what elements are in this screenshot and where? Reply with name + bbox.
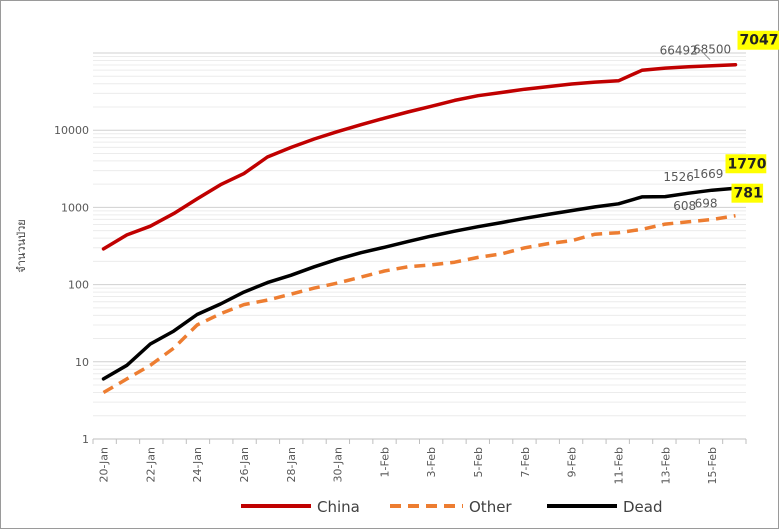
x-tick-label: 11-Feb xyxy=(612,447,625,484)
data-label-dead-1526: 1526 xyxy=(663,170,694,184)
legend: China Other Dead xyxy=(241,498,663,516)
x-tick-label: 3-Feb xyxy=(425,447,438,477)
y-tick-label: 1 xyxy=(82,433,89,446)
data-label-dead-1669: 1669 xyxy=(693,167,724,181)
legend-label-china: China xyxy=(317,498,360,516)
data-label-dead-1770: 1770 xyxy=(728,156,767,172)
y-tick-label: 100 xyxy=(68,279,89,292)
x-tick-label: 1-Feb xyxy=(378,447,391,477)
series-line-other xyxy=(104,216,736,393)
y-tick-label: 10 xyxy=(75,356,89,369)
data-label-other-781: 781 xyxy=(734,186,763,202)
data-label-china-70470: 70470 xyxy=(740,33,779,49)
x-tick-label: 13-Feb xyxy=(659,447,672,484)
x-tick-label: 9-Feb xyxy=(566,447,579,477)
x-tick-label: 30-Jan xyxy=(332,447,345,483)
series-line-china xyxy=(104,65,736,249)
x-tick-label: 24-Jan xyxy=(191,447,204,483)
x-tick-label: 28-Jan xyxy=(285,447,298,483)
axes: 1 10 100 1000 10000 20-Jan 22-Jan 24-Jan 26-Jan 2… xyxy=(54,124,746,484)
data-label-other-698: 698 xyxy=(695,196,718,210)
x-tick-label: 22-Jan xyxy=(144,447,157,483)
data-label-china-68500: 68500 xyxy=(693,43,731,57)
series-line-dead xyxy=(104,188,736,379)
x-tick-label: 20-Jan xyxy=(98,447,111,483)
x-tick-label: 7-Feb xyxy=(519,447,532,477)
x-tick-label: 26-Jan xyxy=(238,447,251,483)
legend-label-dead: Dead xyxy=(623,498,663,516)
x-tick-label: 15-Feb xyxy=(706,447,719,484)
y-tick-label: 10000 xyxy=(54,124,89,137)
data-labels: 664926850070470152616691770608698781 xyxy=(660,31,779,213)
series-lines xyxy=(104,65,736,393)
y-tick-label: 1000 xyxy=(61,201,89,214)
y-axis-title: จำนวนป่วย xyxy=(15,219,28,272)
data-label-other-608: 608 xyxy=(673,199,696,213)
x-tick-label: 5-Feb xyxy=(472,447,485,477)
legend-label-other: Other xyxy=(469,498,512,516)
